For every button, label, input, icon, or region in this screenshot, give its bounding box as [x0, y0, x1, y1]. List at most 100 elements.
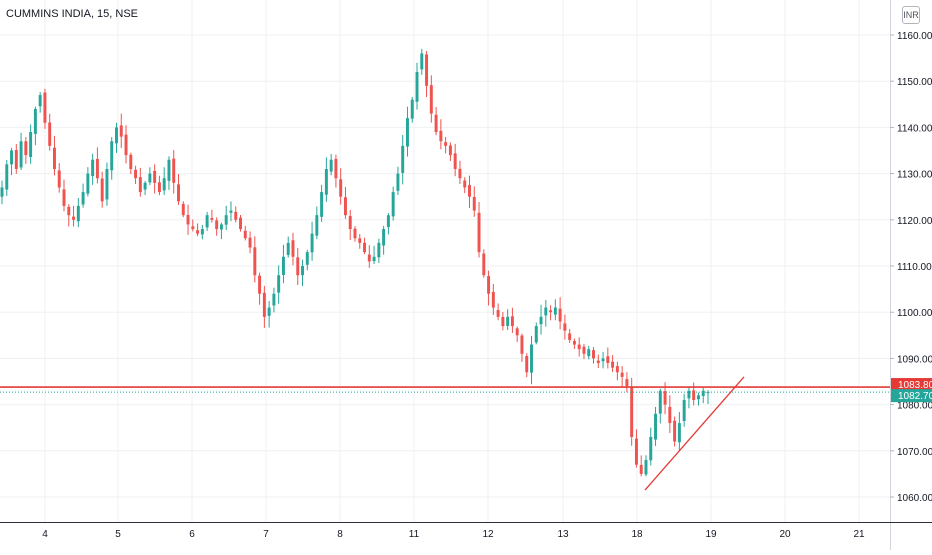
candle [696, 392, 700, 406]
candle [310, 221, 314, 261]
candle-body [224, 215, 228, 225]
candle-body [634, 438, 638, 465]
candle-body [24, 141, 28, 156]
candle-body [415, 71, 419, 102]
candle [644, 455, 648, 477]
candle-body [339, 179, 343, 197]
candle [358, 233, 362, 249]
candle [29, 124, 33, 164]
candle [677, 412, 681, 452]
candle-body [615, 366, 619, 373]
y-tick-label: 1130.00 [897, 170, 932, 181]
candle [129, 152, 133, 175]
candle [305, 249, 309, 271]
price-tag-label: 1082.70 [898, 391, 932, 402]
x-tick-label: 6 [189, 529, 195, 540]
candle-body [372, 256, 376, 262]
candle [172, 150, 176, 194]
candle-body [658, 390, 662, 414]
candle [405, 106, 409, 157]
candle [377, 238, 381, 264]
candle [544, 299, 548, 327]
candle [425, 51, 429, 98]
candle [262, 285, 266, 328]
y-tick-label: 1070.00 [897, 447, 932, 458]
candle-body [258, 275, 262, 294]
candle-body [620, 372, 624, 377]
candle [205, 211, 209, 231]
candle [291, 232, 295, 266]
candle [692, 382, 696, 406]
candle [563, 314, 567, 340]
candle [458, 160, 462, 184]
candle-body [434, 114, 438, 133]
candle [463, 177, 467, 194]
candle-body [124, 134, 128, 156]
candle [219, 222, 223, 240]
candle-body [129, 154, 133, 169]
candle-body [606, 356, 610, 364]
candle [382, 225, 386, 255]
candle-body [663, 391, 667, 405]
currency-button[interactable]: INR [902, 6, 920, 24]
candle [143, 180, 147, 196]
candle [592, 347, 595, 364]
candle-body [410, 99, 414, 119]
x-tick-label: 5 [115, 529, 121, 540]
candle-body [468, 185, 471, 197]
candle-body [186, 214, 190, 225]
candle [191, 219, 195, 232]
candle-body [248, 237, 252, 248]
candle [568, 329, 572, 344]
candle-body [348, 216, 352, 230]
candle-body [358, 238, 362, 243]
candle [530, 335, 533, 385]
candle [391, 186, 395, 221]
candle-body [234, 211, 238, 220]
candle [448, 142, 452, 161]
candle [267, 301, 271, 328]
candle [24, 137, 28, 164]
candle-body [157, 182, 161, 193]
x-tick-label: 21 [853, 529, 865, 540]
candle-body [420, 53, 424, 70]
candle [224, 205, 228, 230]
candle-body [172, 158, 176, 183]
candle-body [520, 335, 524, 354]
y-tick-label: 1160.00 [897, 31, 932, 42]
candle [596, 354, 600, 369]
candle-body [386, 215, 390, 228]
candle-body [396, 173, 400, 191]
x-tick-label: 8 [337, 529, 343, 540]
candle [186, 204, 190, 235]
candle [701, 387, 705, 404]
candle-body [491, 291, 495, 308]
candle [491, 283, 495, 315]
candle-body [243, 230, 247, 239]
candle [286, 236, 290, 258]
candle-body [315, 215, 319, 236]
candle [19, 132, 23, 171]
candle [115, 122, 118, 153]
candle [281, 244, 285, 284]
candle-body [291, 240, 295, 257]
candle-body [138, 177, 142, 193]
candle [630, 377, 634, 446]
candle [572, 338, 576, 349]
candle-body [210, 217, 214, 220]
candle-body [277, 275, 281, 293]
candle-body [52, 147, 56, 169]
candle-body [334, 158, 338, 179]
candle [124, 125, 128, 164]
candle-body [0, 187, 4, 197]
trendline[interactable] [644, 376, 745, 491]
candle [43, 88, 47, 129]
candle-body [29, 132, 33, 158]
candle [320, 184, 324, 222]
candle-body [696, 395, 700, 400]
candle-body [506, 316, 510, 326]
candle-body [534, 326, 538, 343]
